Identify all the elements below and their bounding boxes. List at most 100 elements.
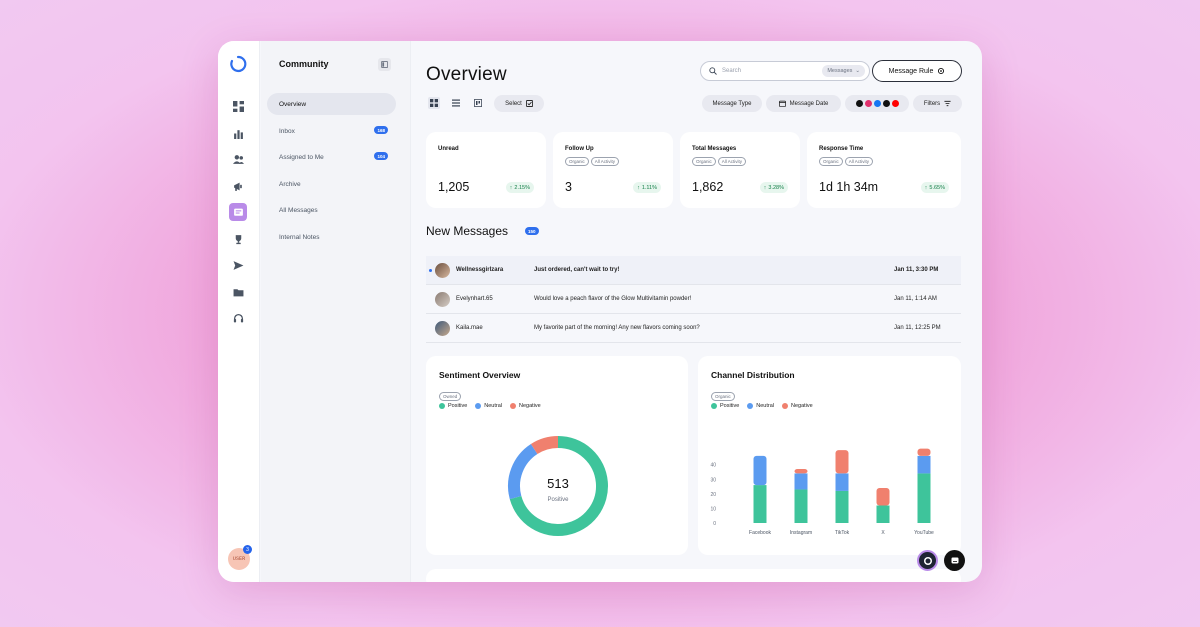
logo-icon[interactable] [229, 55, 247, 73]
search-input[interactable]: Search [722, 68, 742, 74]
stat-label: Unread [438, 146, 459, 152]
message-rule-button[interactable]: Message Rule [872, 60, 962, 82]
bar-instagram-negative[interactable] [794, 469, 808, 474]
bar-facebook-neutral[interactable] [753, 455, 767, 486]
community-subnav: Community Overview Inbox 168 Assigned to … [261, 41, 411, 582]
message-type-label: Message Type [712, 100, 752, 107]
notification-badge: 3 [243, 545, 252, 554]
trophy-icon[interactable] [229, 230, 247, 248]
board-view-icon[interactable] [472, 97, 484, 109]
chat-button[interactable] [944, 550, 965, 571]
message-type-filter[interactable]: Message Type [702, 95, 762, 112]
search-bar[interactable]: Search Messages ⌄ [700, 61, 870, 81]
bar-youtube-positive[interactable] [917, 473, 931, 523]
bar-chart-icon[interactable] [229, 124, 247, 142]
channel-distribution-card: Channel Distribution Organic Positive Ne… [698, 356, 961, 555]
bar-tiktok-neutral[interactable] [835, 473, 849, 491]
users-icon[interactable] [229, 150, 247, 168]
assistant-button[interactable] [917, 550, 938, 571]
dashboard-icon[interactable] [229, 97, 247, 115]
donut-slice-neutral[interactable] [508, 443, 538, 500]
legend-label: Negative [519, 403, 541, 409]
subnav-title: Community [279, 59, 329, 69]
new-messages-heading: New Messages [426, 224, 509, 238]
bar-x-negative[interactable] [876, 488, 890, 506]
legend-label: Neutral [756, 403, 774, 409]
negative-swatch [782, 403, 788, 409]
bar-instagram-neutral[interactable] [794, 473, 808, 490]
legend-label: Positive [448, 403, 468, 409]
donut-slice-negative[interactable] [530, 436, 559, 455]
subnav-item-all-messages[interactable]: All Messages [267, 199, 396, 221]
stat-value: 1d 1h 34m [819, 180, 879, 194]
subnav-item-archive[interactable]: Archive [267, 173, 396, 195]
y-tick-label: 30 [710, 477, 716, 483]
x-tick-label: TikTok [835, 530, 850, 536]
stat-tag: All Activity [717, 157, 747, 166]
neutral-swatch [475, 403, 482, 409]
subnav-item-label: Inbox [279, 127, 295, 135]
calendar-icon [778, 100, 786, 107]
stat-delta-badge: ↑ 1.11% [633, 182, 661, 193]
message-user: Evelynhart.65 [456, 296, 493, 302]
arrow-up-icon: ↑ [924, 184, 928, 191]
bar-facebook-positive[interactable] [753, 485, 767, 523]
chart-legend: Positive Neutral Negative [711, 403, 813, 409]
assigned-count-badge: 104 [374, 152, 388, 160]
stat-card-total-messages[interactable]: Total Messages Organic All Activity 1,862… [680, 132, 800, 208]
subnav-item-internal-notes[interactable]: Internal Notes [267, 226, 396, 248]
headset-icon[interactable] [229, 309, 247, 327]
bar-youtube-neutral[interactable] [917, 455, 931, 474]
stat-tag: All Activity [844, 157, 874, 166]
stat-delta-badge: ↑ 3.28% [759, 182, 788, 193]
select-button[interactable]: Select [494, 95, 544, 112]
bar-youtube-negative[interactable] [917, 448, 931, 456]
list-view-icon[interactable] [450, 97, 462, 109]
next-card-partial [426, 569, 961, 582]
x-tick-label: Instagram [790, 530, 812, 536]
folder-icon[interactable] [229, 283, 247, 301]
view-switcher [428, 97, 484, 109]
stat-delta-badge: ↑ 2.15% [505, 182, 534, 193]
subnav-item-assigned-to-me[interactable]: Assigned to Me 104 [267, 146, 396, 168]
donut-center-label: Positive [547, 497, 569, 503]
grid-view-icon[interactable] [428, 97, 440, 109]
filters-button[interactable]: Filters [913, 95, 962, 112]
message-date-filter[interactable]: Message Date [766, 95, 841, 112]
user-initials: ᴜsᴇʀ [232, 556, 246, 562]
main-content: Overview Search Messages ⌄ Message Rule S… [412, 41, 982, 582]
positive-swatch [439, 403, 445, 409]
stat-card-unread[interactable]: Unread 1,205 ↑ 2.15% [426, 132, 546, 208]
y-tick-label: 10 [710, 506, 716, 512]
bar-tiktok-negative[interactable] [835, 450, 849, 474]
message-date: Jan 11, 12:25 PM [894, 325, 941, 331]
bar-x-positive[interactable] [876, 505, 890, 524]
collapse-sidebar-button[interactable] [378, 58, 391, 71]
chart-legend: Positive Neutral Negative [439, 403, 541, 409]
stat-card-response-time[interactable]: Response Time Organic All Activity 1d 1h … [807, 132, 961, 208]
message-date: Jan 11, 3:30 PM [894, 267, 939, 273]
stat-label: Total Messages [692, 146, 737, 152]
search-scope-dropdown[interactable]: Messages ⌄ [822, 65, 865, 77]
donut-slice-positive[interactable] [509, 436, 608, 536]
message-date: Jan 11, 1:14 AM [894, 296, 937, 302]
message-row[interactable]: Wellnessgirlzara Just ordered, can't wai… [426, 256, 961, 285]
subnav-item-inbox[interactable]: Inbox 168 [267, 120, 396, 142]
message-row[interactable]: Evelynhart.65 Would love a peach flavor … [426, 285, 961, 314]
stat-card-follow-up[interactable]: Follow Up Organic All Activity 3 ↑ 1.11% [553, 132, 673, 208]
megaphone-icon[interactable] [229, 177, 247, 195]
subnav-item-overview[interactable]: Overview [267, 93, 396, 115]
legend-label: Neutral [484, 403, 502, 409]
stat-delta-badge: ↑ 5.65% [920, 182, 949, 193]
channel-filter[interactable] [845, 95, 909, 112]
bar-tiktok-positive[interactable] [835, 490, 849, 523]
stat-delta: 3.28% [768, 184, 784, 191]
app-window: ᴜsᴇʀ 3 Community Overview Inbox 168 Assig… [218, 41, 982, 582]
bar-instagram-positive[interactable] [794, 489, 808, 523]
message-row[interactable]: Kaila.mae My favorite part of the mornin… [426, 314, 961, 343]
send-icon[interactable] [229, 256, 247, 274]
inbox-icon[interactable] [229, 203, 247, 221]
subnav-item-label: Overview [279, 100, 307, 108]
facebook-icon [873, 100, 881, 107]
assistant-icon [923, 556, 932, 565]
